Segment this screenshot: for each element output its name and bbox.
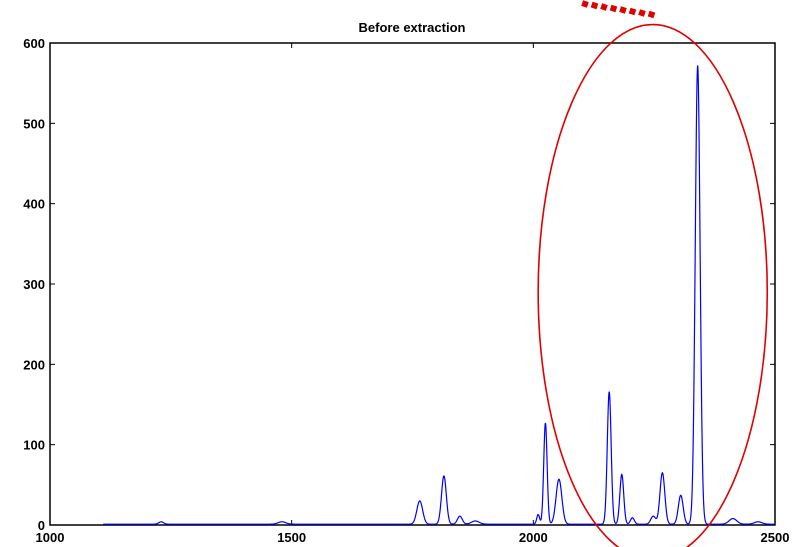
annotation-dot <box>581 0 589 8</box>
y-tick-label: 200 <box>23 357 45 372</box>
series-group <box>103 65 775 525</box>
x-tick-label: 2000 <box>519 530 548 545</box>
highlight-ellipse <box>537 23 769 547</box>
annotation-dot <box>638 9 646 17</box>
annotation-dot <box>647 10 656 19</box>
x-tick-label: 2500 <box>761 530 790 545</box>
plot-frame <box>49 42 776 526</box>
x-tick-label: 1500 <box>277 530 306 545</box>
annotations <box>537 0 769 547</box>
y-tick-label: 100 <box>23 438 45 453</box>
y-tick-label: 0 <box>38 518 45 533</box>
series-line <box>103 65 775 525</box>
annotation-dot <box>609 4 618 13</box>
axis-ticks: 1000 1500 2000 2500 0 100 200 300 400 500 600 <box>23 36 789 545</box>
y-tick-label: 600 <box>23 36 45 51</box>
annotation-dot <box>628 7 637 16</box>
chart-title: Before extraction <box>359 20 466 35</box>
annotation-dot <box>590 1 599 10</box>
annotation-dot <box>600 3 608 11</box>
x-tick-label: 1000 <box>36 530 65 545</box>
y-tick-label: 400 <box>23 197 45 212</box>
annotation-dot <box>619 6 627 14</box>
y-tick-label: 500 <box>23 116 45 131</box>
y-tick-label: 300 <box>23 277 45 292</box>
